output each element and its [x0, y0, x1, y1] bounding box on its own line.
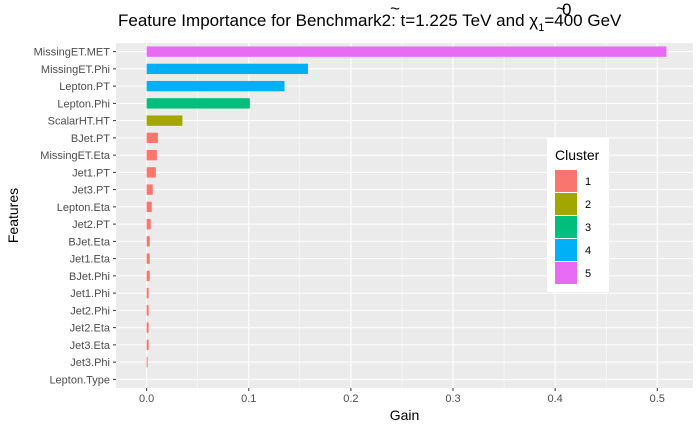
- bar: [146, 270, 150, 282]
- bar: [146, 184, 153, 195]
- y-tick-label: BJet.Phi: [69, 271, 110, 283]
- legend-swatch: [555, 193, 577, 215]
- legend-swatch: [555, 239, 577, 261]
- y-tick-label: MissingET.Phi: [41, 64, 110, 76]
- x-axis: 0.0 0.1 0.2 0.3 0.4 0.5: [139, 388, 665, 405]
- title-tilde-chi: ~: [556, 0, 566, 18]
- bar: [146, 339, 149, 351]
- y-tick-label: Jet3.Phi: [70, 357, 110, 369]
- bar: [146, 218, 151, 230]
- x-tick-label: 0.4: [547, 393, 562, 405]
- y-tick-label: BJet.PT: [71, 133, 110, 145]
- bar: [146, 305, 149, 316]
- y-tick-label: Jet3.PT: [72, 185, 110, 197]
- y-tick-label: BJet.Eta: [68, 236, 110, 248]
- y-tick-label: Lepton.Type: [49, 374, 110, 386]
- y-tick-label: Jet1.PT: [72, 167, 110, 179]
- bar: [146, 253, 150, 264]
- bar: [146, 98, 250, 109]
- bars: [146, 46, 667, 368]
- chart-title: Feature Importance for Benchmark2: t=1.2…: [118, 11, 622, 34]
- legend-swatch: [555, 170, 577, 192]
- bar: [146, 80, 285, 92]
- bar: [146, 46, 667, 57]
- bar: [146, 132, 158, 144]
- y-tick-label: Lepton.Phi: [57, 98, 110, 110]
- y-tick-label: Jet2.Phi: [70, 305, 110, 317]
- x-tick-label: 0.5: [650, 393, 665, 405]
- title-chi-sub: 1: [538, 22, 544, 34]
- legend-label: 2: [585, 199, 591, 211]
- title-top-value: =1.225 TeV and: [405, 11, 529, 30]
- legend-label: 3: [585, 222, 591, 234]
- y-tick-label: Jet3.Eta: [70, 340, 111, 352]
- bar: [146, 201, 152, 213]
- title-prefix: Feature Importance for Benchmark2:: [118, 11, 401, 30]
- legend-label: 1: [585, 176, 591, 188]
- y-axis-title: Features: [5, 188, 21, 243]
- title-top-mass: t: [401, 11, 406, 30]
- bar: [146, 63, 308, 75]
- bar: [146, 149, 157, 161]
- bar: [146, 287, 149, 299]
- title-chi-sup: 0: [562, 0, 571, 19]
- x-tick-label: 0.2: [343, 393, 358, 405]
- title-chi-value: =400 GeV: [544, 11, 622, 30]
- legend-title: Cluster: [555, 147, 600, 163]
- title-tilde-top: ~: [390, 0, 400, 18]
- bar: [146, 236, 150, 247]
- y-tick-label: MissingET.Eta: [40, 150, 111, 162]
- y-tick-label: Lepton.Eta: [57, 202, 111, 214]
- legend: Cluster 1 2 3 4 5: [547, 138, 609, 292]
- x-tick-label: 0.0: [139, 393, 154, 405]
- legend-label: 4: [585, 245, 591, 257]
- x-tick-label: 0.1: [241, 393, 256, 405]
- x-axis-title: Gain: [390, 407, 420, 423]
- legend-swatch: [555, 262, 577, 284]
- y-axis: MissingET.MET MissingET.Phi Lepton.PT Lepto…: [34, 47, 116, 386]
- legend-label: 5: [585, 268, 591, 280]
- title-chi: χ: [529, 11, 538, 30]
- y-tick-label: Lepton.PT: [59, 81, 110, 93]
- bar: [146, 322, 149, 333]
- y-tick-label: Jet2.Eta: [70, 323, 111, 335]
- x-tick-label: 0.3: [445, 393, 460, 405]
- bar: [146, 115, 183, 126]
- y-tick-label: ScalarHT.HT: [48, 116, 111, 128]
- y-tick-label: Jet1.Phi: [70, 288, 110, 300]
- bar: [146, 167, 156, 178]
- bar: [146, 356, 148, 368]
- y-tick-label: Jet2.PT: [72, 219, 110, 231]
- legend-swatch: [555, 216, 577, 238]
- y-tick-label: MissingET.MET: [34, 47, 111, 59]
- y-tick-label: Jet1.Eta: [70, 254, 111, 266]
